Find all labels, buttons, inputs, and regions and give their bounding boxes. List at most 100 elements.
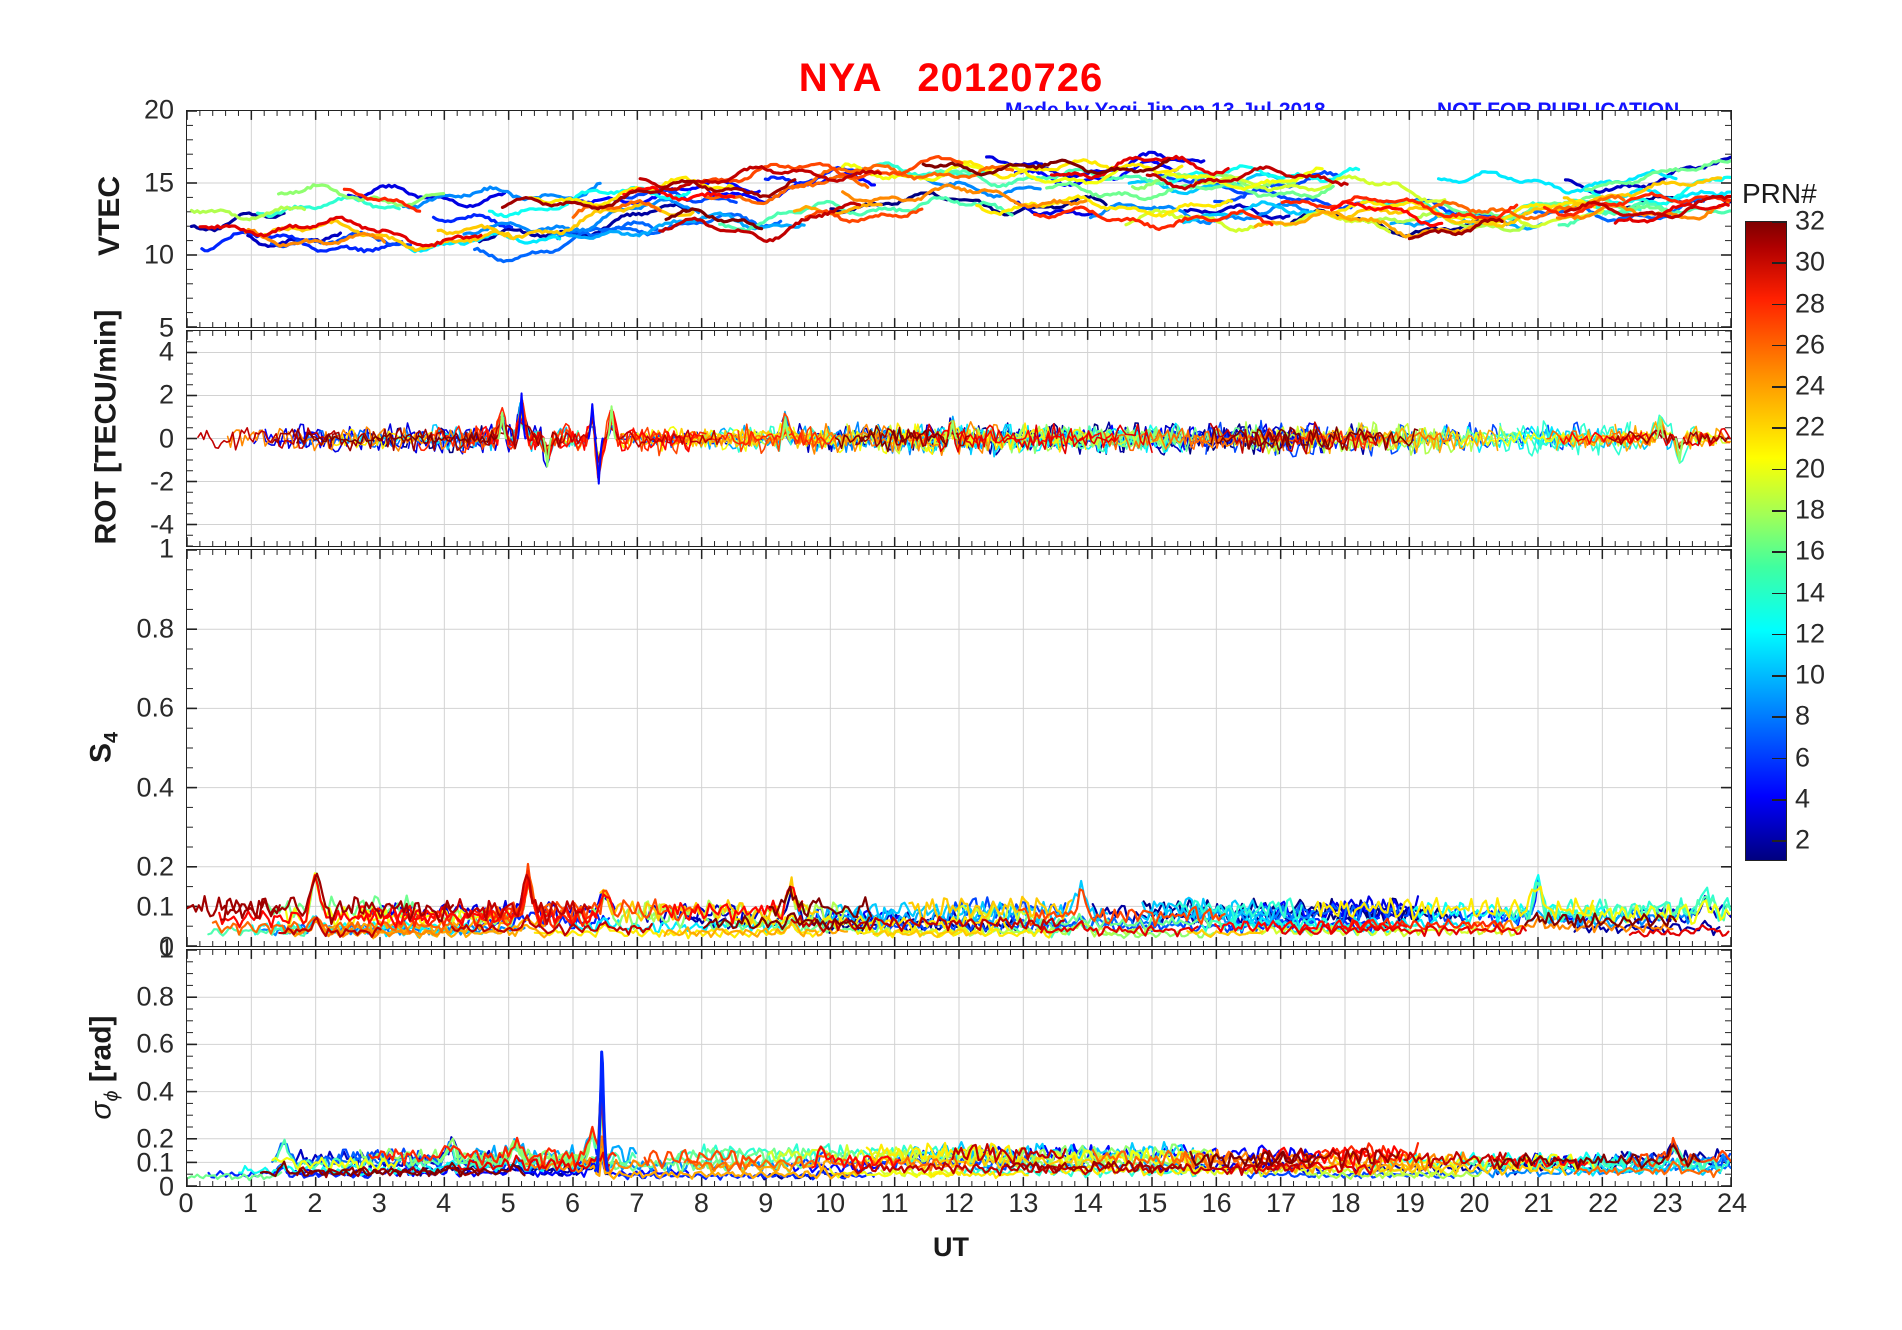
ytick-svg4-0p8: 0.8 (136, 981, 174, 1012)
colorbar-tickmark-8 (1772, 716, 1786, 718)
xtick-13: 13 (1008, 1188, 1039, 1218)
ytick-svg4-0: 0 (158, 1171, 174, 1202)
xtick-17: 17 (1266, 1188, 1297, 1218)
colorbar-tick-18: 18 (1795, 494, 1826, 525)
colorbar-tickmark-10 (1772, 675, 1786, 677)
sigma-unit: [rad] (84, 1015, 118, 1091)
ytick-svg2-0: 0 (158, 423, 174, 453)
sigma-base: σ (84, 1101, 118, 1120)
xtick-20: 20 (1459, 1188, 1490, 1218)
colorbar-tick-4: 4 (1795, 783, 1811, 814)
colorbar-tick-22: 22 (1795, 411, 1826, 442)
colorbar-title: PRN# (1742, 178, 1817, 209)
panel-sigma-phi (186, 949, 1732, 1187)
s4-subscript: 4 (100, 731, 123, 743)
colorbar-prn[interactable] (1745, 221, 1787, 861)
colorbar-tick-28: 28 (1795, 288, 1826, 319)
xtick-5: 5 (500, 1188, 516, 1218)
xtick-0: 0 (178, 1188, 194, 1218)
ytick-svg3-0p1: 0.1 (136, 891, 174, 922)
ytick-svg3-0p8: 0.8 (136, 613, 174, 644)
colorbar-tick-2: 2 (1795, 824, 1811, 855)
colorbar-tick-26: 26 (1795, 329, 1826, 360)
xtick-7: 7 (629, 1188, 645, 1218)
colorbar-tickmark-2 (1772, 840, 1786, 842)
xtick-18: 18 (1330, 1188, 1361, 1218)
colorbar-tick-32: 32 (1795, 205, 1826, 236)
colorbar-tickmark-20 (1772, 468, 1786, 471)
xtick-19: 19 (1394, 1188, 1425, 1218)
colorbar-tickmark-22 (1772, 427, 1786, 429)
ytick-svg1-20: 20 (143, 94, 174, 125)
ytick-svg4-1: 1 (158, 933, 174, 964)
colorbar-tick-12: 12 (1795, 618, 1826, 649)
ytick-svg1-5: 5 (158, 312, 174, 343)
ytick-svg4-0p1: 0.1 (136, 1147, 174, 1178)
xtick-23: 23 (1652, 1188, 1683, 1218)
xtick-4: 4 (436, 1188, 452, 1218)
xtick-10: 10 (815, 1188, 846, 1218)
panel-vtec (186, 110, 1732, 328)
colorbar-tickmark-30 (1772, 262, 1786, 264)
xtick-3: 3 (371, 1188, 387, 1218)
ytick-svg3-0p4: 0.4 (136, 772, 174, 803)
ytick-svg3-0: 0 (158, 931, 174, 962)
colorbar-tickmark-6 (1772, 757, 1786, 760)
ytick-svg2--4: -4 (149, 509, 174, 540)
ytick-svg2--2: -2 (149, 466, 174, 497)
ytick-svg2-4: 4 (158, 336, 174, 367)
colorbar-tickmark-24 (1772, 386, 1786, 388)
ytick-svg3-0p2: 0.2 (136, 851, 174, 882)
page-title: NYA 20120726 (798, 56, 1104, 100)
xtick-21: 21 (1523, 1188, 1554, 1218)
ytick-svg4-0p4: 0.4 (136, 1076, 174, 1107)
xtick-6: 6 (564, 1188, 581, 1218)
colorbar-tickmark-32 (1772, 221, 1786, 223)
colorbar-tickmark-14 (1772, 592, 1786, 595)
colorbar-tick-6: 6 (1795, 742, 1811, 773)
colorbar-tickmark-28 (1772, 303, 1786, 306)
colorbar-tickmark-16 (1772, 551, 1786, 553)
xtick-24: 24 (1716, 1188, 1748, 1218)
colorbar-tick-24: 24 (1795, 370, 1826, 401)
colorbar-tickmark-4 (1772, 799, 1786, 801)
ytick-svg1-15: 15 (143, 167, 174, 198)
xtick-14: 14 (1072, 1188, 1103, 1218)
colorbar-tickmark-18 (1772, 510, 1786, 512)
colorbar-tick-14: 14 (1795, 577, 1826, 608)
ytick-svg4-0p2: 0.2 (136, 1123, 174, 1154)
xtick-2: 2 (307, 1188, 323, 1218)
s4-plot-area (187, 550, 1731, 946)
xtick-16: 16 (1201, 1188, 1232, 1218)
xtick-9: 9 (758, 1188, 774, 1218)
rot-plot-area (187, 331, 1731, 546)
xtick-22: 22 (1588, 1188, 1619, 1218)
yaxis-label-rot: ROT [TECU/min] (89, 309, 122, 544)
panel-rot (186, 330, 1732, 547)
colorbar-tick-10: 10 (1795, 659, 1826, 690)
ytick-svg3-1: 1 (158, 533, 174, 564)
s4-base: S (84, 743, 118, 764)
colorbar-tick-30: 30 (1795, 246, 1826, 277)
colorbar-tick-8: 8 (1795, 700, 1811, 731)
sigma-subscript: ϕ (100, 1090, 123, 1102)
colorbar-tick-16: 16 (1795, 535, 1826, 566)
ytick-svg2-2: 2 (158, 379, 174, 410)
ytick-svg4-0p6: 0.6 (136, 1028, 174, 1059)
ytick-svg3-0p6: 0.6 (136, 692, 174, 723)
panel-s4 (186, 549, 1732, 947)
yaxis-label-s4: S4 (85, 549, 124, 947)
xtick-11: 11 (880, 1188, 909, 1218)
colorbar-tickmark-26 (1772, 344, 1786, 347)
xtick-15: 15 (1137, 1188, 1168, 1218)
xaxis-label: UT (933, 1232, 969, 1262)
yaxis-label-sigma-phi: σϕ [rad] (85, 949, 124, 1187)
colorbar-tick-20: 20 (1795, 453, 1826, 484)
xtick-1: 1 (242, 1188, 258, 1218)
xtick-8: 8 (693, 1188, 709, 1218)
sigma-phi-plot-area (187, 950, 1731, 1186)
ytick-svg1-10: 10 (143, 239, 174, 270)
yaxis-label-vtec: VTEC (93, 176, 126, 257)
colorbar-tickmark-12 (1772, 633, 1786, 636)
